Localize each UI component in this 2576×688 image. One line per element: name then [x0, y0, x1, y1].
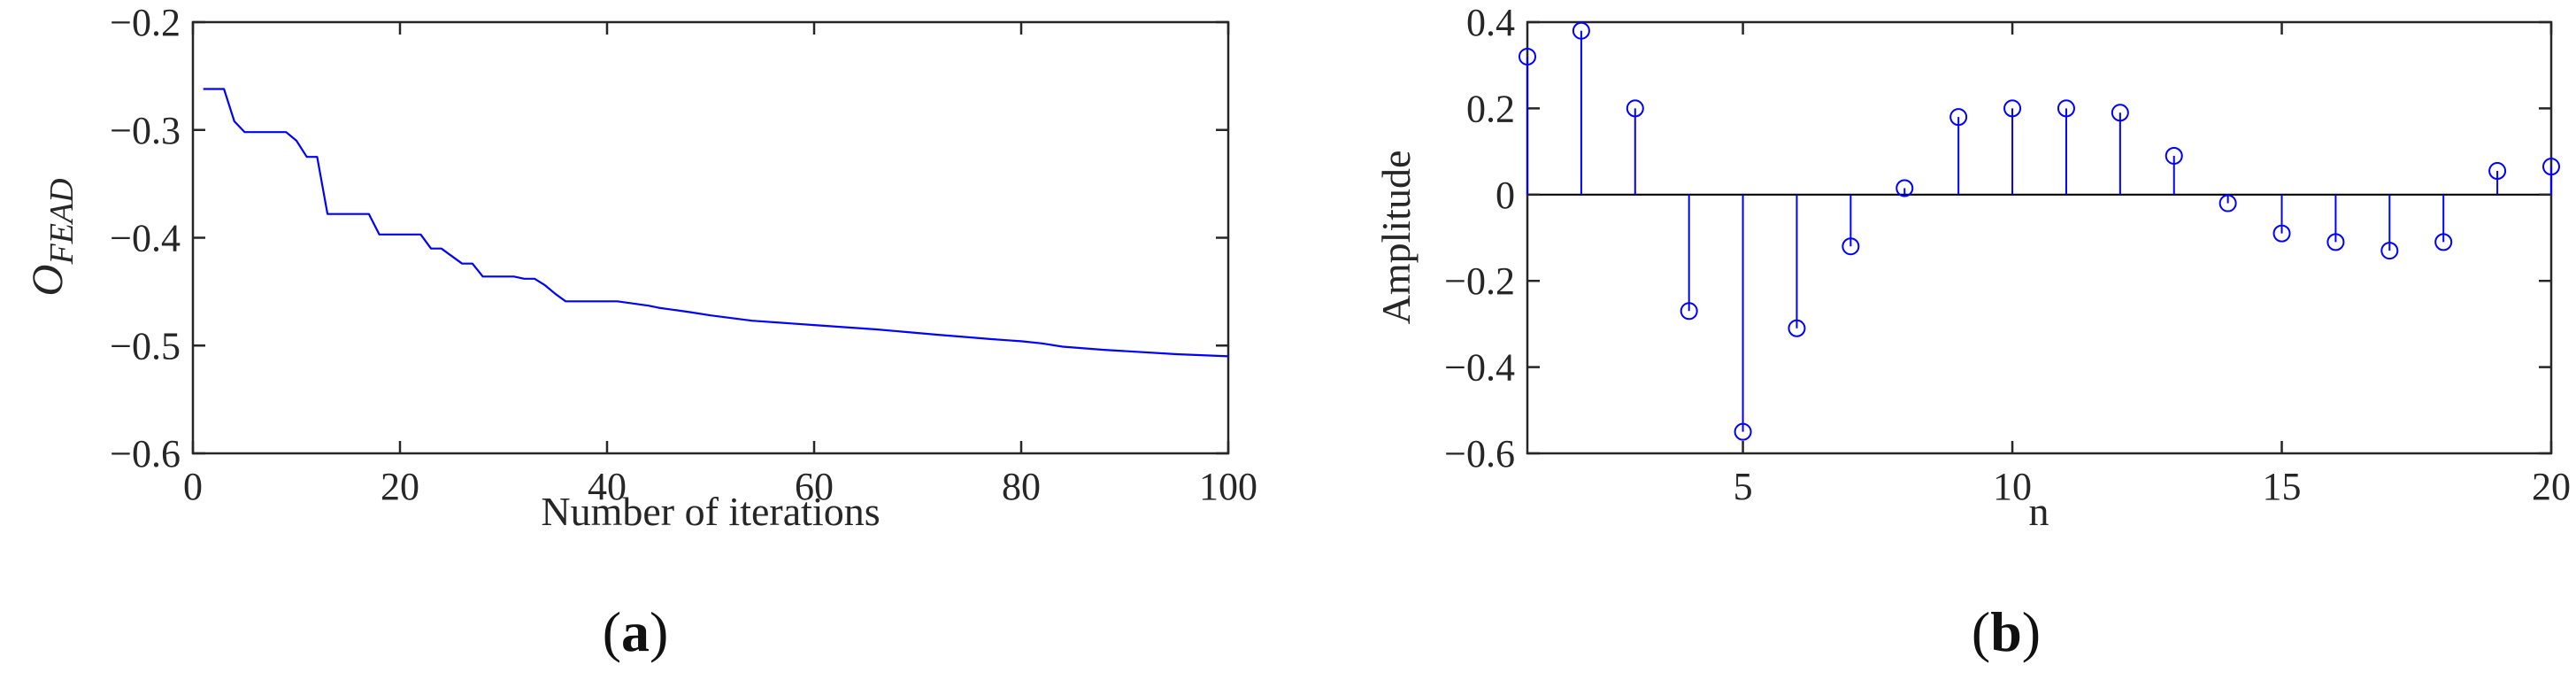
stem-point	[1734, 194, 1752, 441]
stem-point	[1680, 194, 1698, 321]
stem-point	[1519, 47, 1536, 195]
stem-point	[2218, 194, 2237, 213]
stem-point	[1572, 21, 1590, 195]
panel-a-caption-letter: a	[621, 600, 650, 663]
panel-a-y-axis-label: OFEAD	[22, 178, 81, 296]
stem-marker	[2542, 158, 2560, 176]
y-tick-label: −0.6	[110, 432, 181, 475]
stem-point	[2326, 194, 2345, 251]
y-tick-label: −0.4	[110, 217, 181, 260]
stem-marker	[1949, 108, 1968, 127]
stem-point	[2165, 146, 2183, 195]
panel-a-line-chart: 0 20 40 60 80 100 −0.6 −0.5 −0.4 −0.3 −0.2 Number…	[22, 1, 1257, 663]
y-tick-label: 0.4	[1466, 1, 1515, 44]
x-tick-label: 80	[1002, 465, 1041, 508]
stem-point	[2488, 162, 2507, 195]
stem-marker	[1895, 179, 1914, 197]
panel-a-caption: (a)	[603, 600, 669, 663]
stem-point	[2380, 194, 2399, 260]
stem-marker	[1734, 422, 1752, 441]
y-tick-label: 0	[1496, 174, 1515, 217]
stem-point	[1949, 108, 1968, 195]
stem-marker	[2218, 194, 2237, 213]
panel-a-plot-area	[191, 20, 1230, 455]
panel-a-ticks	[191, 20, 1230, 455]
x-tick-label: 20	[381, 465, 419, 508]
stem-marker	[2272, 224, 2291, 243]
stem-marker	[1626, 99, 1644, 118]
stem-point	[1626, 99, 1644, 195]
panel-b-series	[1519, 21, 2560, 441]
stem-point	[2003, 99, 2022, 195]
stem-point	[1788, 194, 1806, 337]
stem-marker	[2003, 99, 2022, 118]
stem-point	[1842, 194, 1860, 256]
stem-marker	[1788, 319, 1806, 337]
stem-marker	[2380, 242, 2399, 260]
y-tick-label: −0.6	[1444, 432, 1515, 475]
panel-a-y-axis-label-main: O	[22, 264, 72, 296]
x-tick-label: 100	[1199, 465, 1257, 508]
stem-marker	[1519, 47, 1536, 66]
stem-point	[2057, 99, 2075, 195]
x-tick-label: 15	[2263, 465, 2302, 508]
panel-b-y-axis-label: Amplitude	[1373, 151, 1419, 325]
y-tick-label: −0.4	[1444, 346, 1515, 390]
stem-marker	[2434, 233, 2453, 251]
y-tick-label: −0.2	[1444, 259, 1515, 303]
stem-marker	[2488, 162, 2507, 181]
x-tick-label: 40	[588, 465, 627, 508]
panel-b-caption: (b)	[1972, 600, 2041, 663]
x-tick-label: 10	[1993, 465, 2032, 508]
stem-point	[1895, 179, 1914, 197]
y-tick-label: 0.2	[1466, 87, 1515, 130]
x-tick-label: 0	[183, 465, 203, 508]
stem-marker	[1680, 302, 1698, 321]
panel-a-y-tick-labels: −0.6 −0.5 −0.4 −0.3 −0.2	[110, 1, 181, 475]
x-tick-label: 20	[2532, 465, 2571, 508]
stem-point	[2272, 194, 2291, 243]
stem-marker	[1842, 237, 1860, 256]
panel-a-x-tick-labels: 0 20 40 60 80 100	[183, 465, 1257, 508]
stem-marker	[2057, 99, 2075, 118]
stem-marker	[1572, 21, 1590, 40]
y-tick-label: −0.5	[110, 324, 181, 367]
panel-a-y-axis-label-sub: FEAD	[43, 178, 81, 265]
y-tick-label: −0.2	[110, 1, 181, 44]
panel-b-x-axis-label: n	[2029, 489, 2049, 534]
panel-a-x-axis-label: Number of iterations	[541, 489, 880, 534]
x-tick-label: 5	[1734, 465, 1753, 508]
panel-b-ticks	[1527, 20, 2553, 455]
panel-b-stem-chart: 5 10 15 20 −0.6−0.4−0.200.20.4 n Amplitude …	[1373, 1, 2571, 663]
stem-marker	[2165, 146, 2183, 165]
stem-point	[2434, 194, 2453, 251]
stem-marker	[2111, 104, 2129, 122]
panel-b-x-tick-labels: 5 10 15 20	[1734, 465, 2571, 508]
panel-b-caption-letter: b	[1990, 600, 2022, 663]
series-line	[203, 88, 1229, 358]
panel-b-y-tick-labels: −0.6 −0.4 −0.2 0 0.2 0.4	[1444, 1, 1515, 475]
stem-point	[2111, 104, 2129, 195]
stem-point	[2542, 158, 2560, 195]
panel-a-series	[203, 88, 1229, 358]
x-tick-label: 60	[795, 465, 834, 508]
y-tick-label: −0.3	[110, 109, 181, 152]
stem-marker	[2326, 233, 2345, 251]
panel-b-plot-area	[1526, 20, 2553, 455]
